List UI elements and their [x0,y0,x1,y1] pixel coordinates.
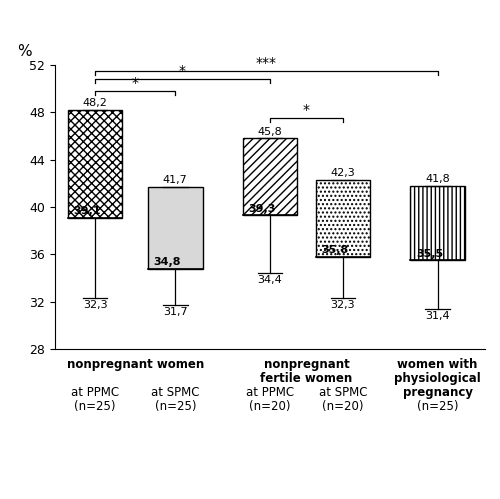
Text: 34,8: 34,8 [154,257,182,267]
Text: 45,8: 45,8 [258,127,282,137]
Bar [410,186,465,260]
Text: pregnancy: pregnancy [402,386,472,399]
Bar [148,187,203,269]
Text: (n=25): (n=25) [154,400,196,413]
Bar [68,110,122,218]
Text: 41,8: 41,8 [426,174,450,184]
Text: at PPMC: at PPMC [246,386,294,399]
Text: 41,7: 41,7 [163,175,188,185]
Text: fertile women: fertile women [260,372,352,385]
Text: *: * [179,64,186,78]
Text: ***: *** [256,55,277,70]
Text: 35,5: 35,5 [416,249,444,258]
Text: 31,4: 31,4 [426,311,450,321]
Text: *: * [303,103,310,117]
Text: (n=20): (n=20) [322,400,364,413]
Text: 48,2: 48,2 [82,98,108,108]
Text: 39,1: 39,1 [74,206,101,216]
Text: 35,8: 35,8 [322,245,348,255]
Text: nonpregnant women: nonpregnant women [66,358,204,371]
Text: 39,3: 39,3 [248,204,276,214]
Text: at SPMC: at SPMC [151,386,200,399]
Text: at PPMC: at PPMC [71,386,119,399]
Text: (n=25): (n=25) [74,400,116,413]
Text: (n=25): (n=25) [417,400,459,413]
Bar [242,138,298,216]
Text: nonpregnant: nonpregnant [264,358,350,371]
Text: *: * [132,76,138,90]
Text: 31,7: 31,7 [163,307,188,317]
Text: 32,3: 32,3 [83,300,108,310]
Text: (n=20): (n=20) [250,400,291,413]
Text: at SPMC: at SPMC [318,386,367,399]
Text: women with: women with [398,358,478,371]
Text: 42,3: 42,3 [330,168,355,178]
Bar [316,180,370,257]
Y-axis label: %: % [18,44,32,59]
Text: 32,3: 32,3 [330,300,355,310]
Text: physiological: physiological [394,372,481,385]
Text: 34,4: 34,4 [258,275,282,285]
